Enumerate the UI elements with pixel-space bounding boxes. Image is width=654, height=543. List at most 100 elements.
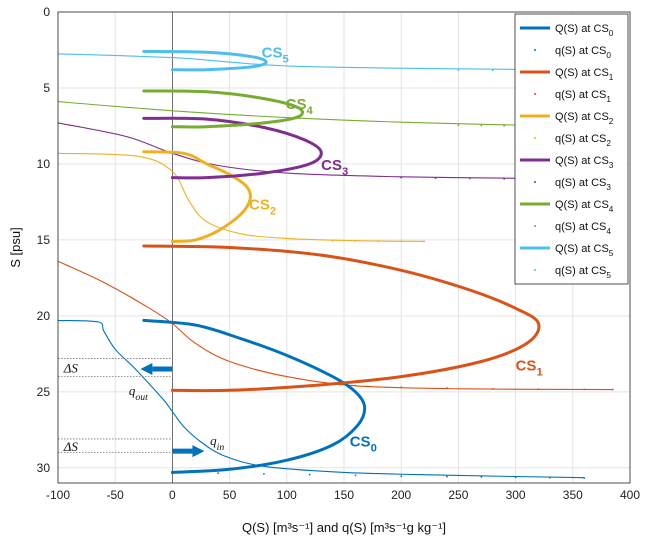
- series-9-point-2: [503, 124, 506, 127]
- legend-swatch-1: [534, 49, 536, 51]
- legend-label-0-sub: 0: [609, 29, 614, 38]
- legend-label-10-base: Q(S) at CS: [555, 243, 609, 255]
- series-1-point-0: [171, 471, 174, 474]
- x-tick-label-3: 50: [223, 488, 237, 502]
- x-tick-label-6: 200: [391, 488, 411, 502]
- cs-label-0-sub: 0: [371, 443, 377, 455]
- cs-label-2-base: CS: [249, 197, 270, 214]
- series-line-4: [142, 150, 253, 243]
- legend-label-3: q(S) at CS1: [555, 89, 611, 104]
- cs-label-3-sub: 3: [342, 166, 348, 178]
- series-7-point-3: [503, 177, 506, 180]
- legend-label-9-base: q(S) at CS: [555, 221, 606, 233]
- series-5-point-4: [423, 240, 425, 243]
- series-1-point-4: [354, 474, 357, 477]
- thin-curve-3: [57, 152, 425, 242]
- series-1-point-6: [446, 475, 448, 478]
- series-1-point-2: [263, 472, 265, 475]
- legend-label-6: Q(S) at CS3: [555, 155, 614, 170]
- plot-frame: [57, 11, 631, 484]
- x-axis-label: Q(S) [m³s⁻¹] and q(S) [m³s⁻¹g kg⁻¹]: [242, 520, 446, 535]
- y-axis-label: S [psu]: [8, 227, 23, 267]
- legend-swatch-11: [534, 269, 536, 271]
- legend-label-3-sub: 1: [606, 95, 611, 104]
- cs-label-1-base: CS: [516, 358, 537, 375]
- legend-label-7-base: q(S) at CS: [555, 177, 606, 189]
- legend-label-2-sub: 1: [609, 73, 614, 82]
- q-in-label-base: q: [210, 433, 217, 448]
- legend-label-4-sub: 2: [609, 117, 614, 126]
- series-3-point-2: [446, 387, 448, 389]
- cs-label-5-sub: 5: [282, 54, 288, 66]
- legend-label-8-sub: 4: [609, 205, 614, 214]
- arrow-out-head: [140, 363, 153, 376]
- series-line-0: [142, 318, 367, 474]
- cs-label-0-base: CS: [350, 434, 371, 451]
- legend-swatch-7: [534, 181, 536, 183]
- series-1-point-3: [308, 473, 311, 476]
- series-3-point-4: [537, 388, 540, 391]
- series-11-point-0: [457, 69, 460, 71]
- cs-label-3: CS3: [321, 157, 348, 178]
- series-line-6: [142, 116, 323, 180]
- cs-label-0: CS0: [350, 434, 377, 455]
- series-11-point-1: [491, 69, 494, 72]
- legend-label-1-sub: 0: [606, 51, 611, 60]
- series-3-point-3: [491, 387, 494, 390]
- legend-label-2: Q(S) at CS1: [555, 67, 614, 82]
- legend-label-6-base: Q(S) at CS: [555, 155, 609, 167]
- legend-box: [514, 13, 629, 285]
- cs-label-1-sub: 1: [536, 367, 542, 379]
- series-9-point-0: [457, 124, 460, 127]
- series-5-point-1: [354, 240, 357, 242]
- legend-label-11-sub: 5: [606, 271, 611, 280]
- series-1-point-5: [400, 475, 403, 478]
- y-tick-label-4: 20: [37, 309, 51, 323]
- x-tick-label-7: 250: [448, 488, 468, 502]
- legend-swatch-5: [534, 137, 536, 139]
- legend-label-4: Q(S) at CS2: [555, 111, 614, 126]
- legend-label-3-base: q(S) at CS: [555, 89, 606, 101]
- arrow-in-head: [192, 445, 205, 458]
- cs-label-5-base: CS: [262, 45, 283, 62]
- series-1-point-7: [480, 476, 483, 478]
- thin-curve-1: [57, 101, 522, 126]
- series-1-point-8: [514, 476, 517, 479]
- legend-label-9: q(S) at CS4: [555, 221, 611, 236]
- y-tick-label-5: 25: [37, 385, 51, 399]
- series-3-point-5: [583, 388, 586, 391]
- legend-swatch-3: [534, 93, 536, 95]
- series-3-point-0: [354, 384, 357, 387]
- x-tick-label-1: -50: [107, 488, 125, 502]
- legend-label-5: q(S) at CS2: [555, 133, 611, 148]
- legend-label-6-sub: 3: [609, 161, 614, 170]
- series-line-10: [142, 50, 268, 72]
- x-tick-label-8: 300: [506, 488, 526, 502]
- legend-label-5-sub: 2: [606, 139, 611, 148]
- thin-curve-5: [57, 319, 585, 479]
- q-out-label: qout: [129, 383, 148, 403]
- q-in-label-sub: in: [217, 442, 225, 453]
- cs-label-4-sub: 4: [306, 105, 313, 117]
- legend-swatch-9: [534, 225, 536, 227]
- delta-s-upper-label: ΔS: [63, 361, 79, 376]
- cs-label-1: CS1: [516, 358, 543, 379]
- delta-s-lower-label: ΔS: [63, 439, 79, 454]
- series-7-point-2: [468, 177, 471, 180]
- legend-label-11: q(S) at CS5: [555, 265, 611, 280]
- x-tick-label-0: -100: [46, 488, 70, 502]
- x-tick-label-9: 350: [563, 488, 583, 502]
- cs-label-4: CS4: [286, 96, 314, 117]
- cs-label-4-base: CS: [286, 96, 307, 113]
- x-tick-label-4: 100: [277, 488, 297, 502]
- legend-label-9-sub: 4: [606, 227, 611, 236]
- series-7-point-0: [400, 176, 403, 179]
- legend-label-0: Q(S) at CS0: [555, 23, 614, 38]
- legend-label-0-base: Q(S) at CS: [555, 23, 609, 35]
- y-tick-label-2: 10: [37, 157, 51, 171]
- series-5-point-0: [331, 239, 334, 242]
- series-7-point-1: [434, 177, 437, 179]
